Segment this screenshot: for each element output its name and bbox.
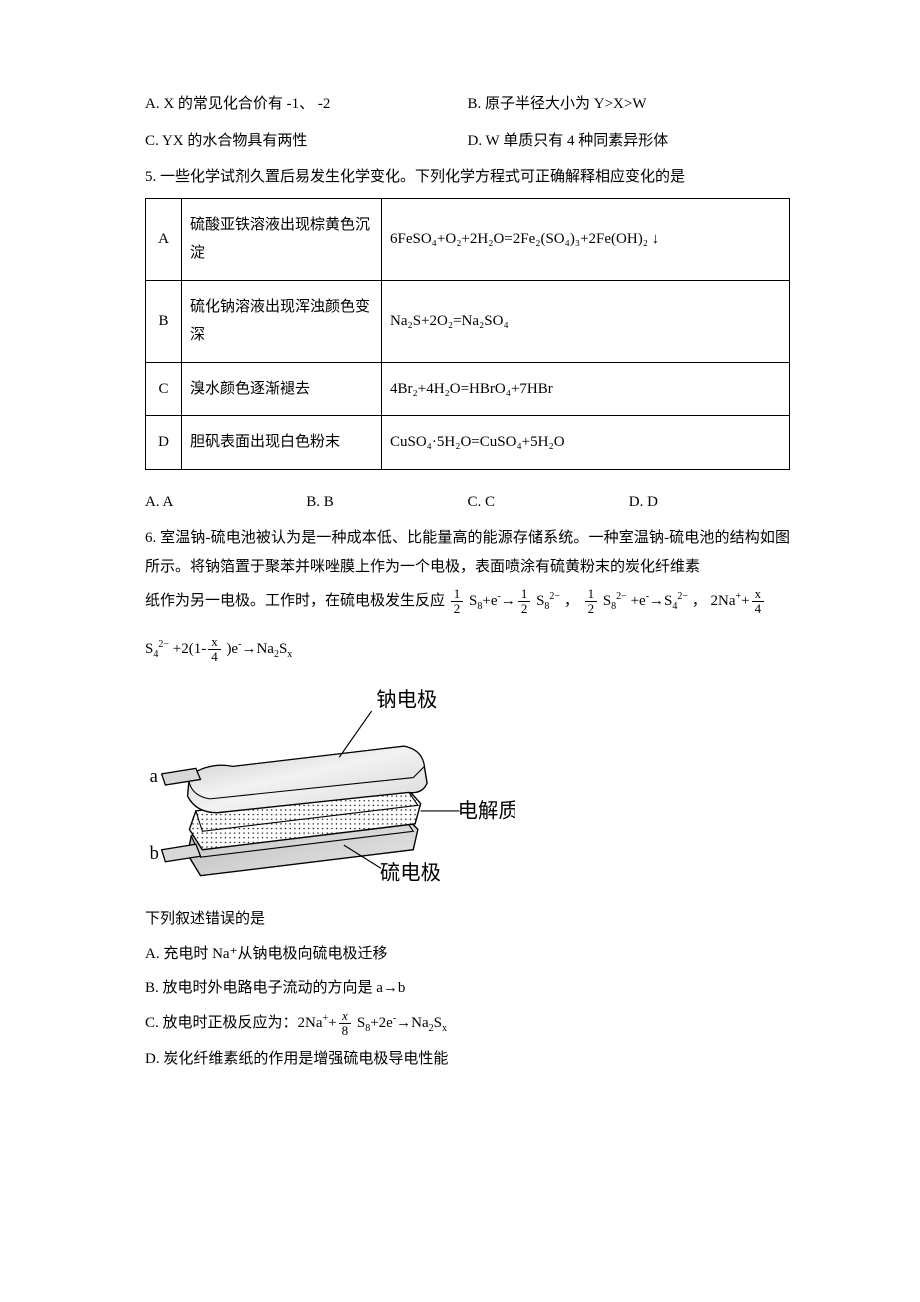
q5-row-b-eq: Na₂S+2O₂=Na₂SO₄ [382, 280, 790, 362]
diagram-label-bottom: 硫电极 [380, 862, 441, 885]
q5-ans-b: B. B [306, 488, 467, 517]
q5-ans-c: C. C [468, 488, 629, 517]
q5-row-a-eq: 6FeSO₄+O₂+2H₂O=2Fe₂(SO₄)₃+2Fe(OH)₂ ↓ [382, 198, 790, 280]
q6-options: A. 充电时 Na⁺从钠电极向硫电极迁移 B. 放电时外电路电子流动的方向是 a… [145, 940, 790, 1073]
q6-opt-b: B. 放电时外电路电子流动的方向是 a→b [145, 974, 790, 1003]
q5-ans-d: D. D [629, 488, 790, 517]
q5-row-a-label: A [146, 198, 182, 280]
table-row: D 胆矾表面出现白色粉末 CuSO₄·5H₂O=CuSO₄+5H₂O [146, 416, 790, 470]
q5-stem: 5. 一些化学试剂久置后易发生化学变化。下列化学方程式可正确解释相应变化的是 [145, 163, 790, 192]
q5-answer-options: A. A B. B C. C D. D [145, 488, 790, 517]
table-row: C 溴水颜色逐渐褪去 4Br₂+4H₂O=HBrO₄+7HBr [146, 362, 790, 416]
q4-opt-a: A. X 的常见化合价有 -1、 -2 [145, 90, 468, 119]
q5-row-c-eq: 4Br₂+4H₂O=HBrO₄+7HBr [382, 362, 790, 416]
q5-row-d-eq: CuSO₄·5H₂O=CuSO₄+5H₂O [382, 416, 790, 470]
diagram-label-a: a [150, 767, 158, 787]
diagram-label-top: 钠电极 [376, 689, 437, 712]
diagram-label-b: b [150, 844, 159, 864]
battery-svg: 钠电极 电解质 硫电极 a b [145, 674, 515, 887]
q6-opt-a: A. 充电时 Na⁺从钠电极向硫电极迁移 [145, 940, 790, 969]
q5-ans-a: A. A [145, 488, 306, 517]
q6-opt-d: D. 炭化纤维素纸的作用是增强硫电极导电性能 [145, 1045, 790, 1074]
q4-opt-c: C. YX 的水合物具有两性 [145, 127, 468, 156]
q6-stem-3: S42− +2(1-x4 )e-→Na2Sx [145, 635, 790, 665]
diagram-label-right: 电解质 [458, 800, 515, 823]
q4-options-row1: A. X 的常见化合价有 -1、 -2 B. 原子半径大小为 Y>X>W [145, 90, 790, 119]
battery-diagram: 钠电极 电解质 硫电极 a b [145, 674, 515, 897]
table-row: A 硫酸亚铁溶液出现棕黄色沉淀 6FeSO₄+O₂+2H₂O=2Fe₂(SO₄)… [146, 198, 790, 280]
q5-row-c-label: C [146, 362, 182, 416]
q5-row-d-label: D [146, 416, 182, 470]
q5-row-b-desc: 硫化钠溶液出现浑浊颜色变深 [182, 280, 382, 362]
q6-post-fig: 下列叙述错误的是 [145, 905, 790, 934]
q5-row-b-label: B [146, 280, 182, 362]
q6-stem-1: 6. 室温钠-硫电池被认为是一种成本低、比能量高的能源存储系统。一种室温钠-硫电… [145, 524, 790, 581]
q6-stem-2: 纸作为另一电极。工作时，在硫电极发生反应 12 S8+e-→12 S82− ， … [145, 587, 790, 617]
q4-opt-d: D. W 单质只有 4 种同素异形体 [468, 127, 791, 156]
table-row: B 硫化钠溶液出现浑浊颜色变深 Na₂S+2O₂=Na₂SO₄ [146, 280, 790, 362]
q5-table: A 硫酸亚铁溶液出现棕黄色沉淀 6FeSO₄+O₂+2H₂O=2Fe₂(SO₄)… [145, 198, 790, 470]
q5-row-d-desc: 胆矾表面出现白色粉末 [182, 416, 382, 470]
q4-opt-b: B. 原子半径大小为 Y>X>W [468, 90, 791, 119]
q6-opt-c: C. 放电时正极反应为：2Na++x8 S8+2e-→Na2Sx [145, 1009, 790, 1039]
q4-options-row2: C. YX 的水合物具有两性 D. W 单质只有 4 种同素异形体 [145, 127, 790, 156]
q5-row-c-desc: 溴水颜色逐渐褪去 [182, 362, 382, 416]
q5-row-a-desc: 硫酸亚铁溶液出现棕黄色沉淀 [182, 198, 382, 280]
